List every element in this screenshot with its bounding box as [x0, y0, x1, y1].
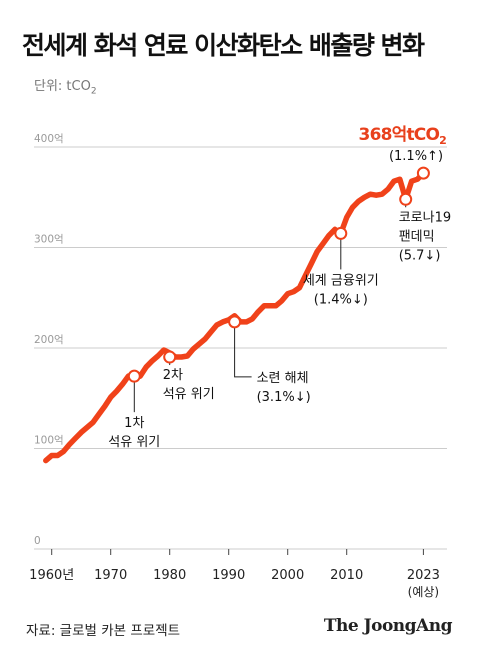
x-tick-label: 1990 [212, 568, 245, 583]
chart-title: 전세계 화석 연료 이산화탄소 배출량 변화 [22, 31, 425, 60]
annotation-marker [228, 315, 242, 329]
annotation-label: 팬데믹 [399, 229, 435, 244]
annotation-marker [334, 226, 348, 240]
annotation-leader [234, 321, 252, 378]
y-tick-label: 300억 [34, 234, 64, 246]
brand-logo: The JoongAng [323, 616, 453, 636]
annotation-marker [399, 192, 413, 206]
annotation-label: (3.1%↓) [257, 390, 311, 405]
annotation-label: 석유 위기 [163, 387, 215, 402]
highlight-value-label: 368억tCO2 [359, 125, 447, 147]
annotation-label: 1차 [124, 416, 144, 431]
x-tick-label: 1970 [94, 568, 127, 583]
x-tick-label: 1980 [153, 568, 186, 583]
x-tick-sublabel: (예상) [408, 585, 439, 599]
x-tick-label: 2023 [407, 568, 440, 583]
annotation-label: 세계 금융위기 [303, 273, 379, 288]
annotation-label: (1.4%↓) [314, 292, 368, 307]
highlight-value-subscript: 2 [439, 134, 446, 147]
highlight-change-label: (1.1%↑) [389, 149, 443, 164]
annotation-marker [127, 369, 141, 383]
annotation-label: 석유 위기 [108, 435, 160, 450]
x-tick-label: 2000 [271, 568, 304, 583]
highlight-value-text: 368억tCO [359, 125, 440, 145]
x-tick-label: 1960년 [29, 568, 74, 583]
annotation-label: (5.7↓) [399, 248, 441, 263]
highlight-marker [416, 166, 430, 180]
source-text: 자료: 글로벌 카본 프로젝트 [26, 623, 181, 639]
unit-label: 단위: tCO2 [34, 79, 97, 97]
y-tick-label: 400억 [34, 133, 64, 145]
annotation-label: 코로나19 [399, 210, 451, 225]
x-tick-label: 2010 [330, 568, 363, 583]
annotation-label: 2차 [163, 368, 183, 383]
annotation-marker [163, 350, 177, 364]
annotation-label: 소련 해체 [257, 371, 309, 386]
y-tick-label: 0 [34, 535, 41, 547]
y-tick-label: 100억 [34, 435, 64, 447]
y-tick-label: 200억 [34, 334, 64, 346]
